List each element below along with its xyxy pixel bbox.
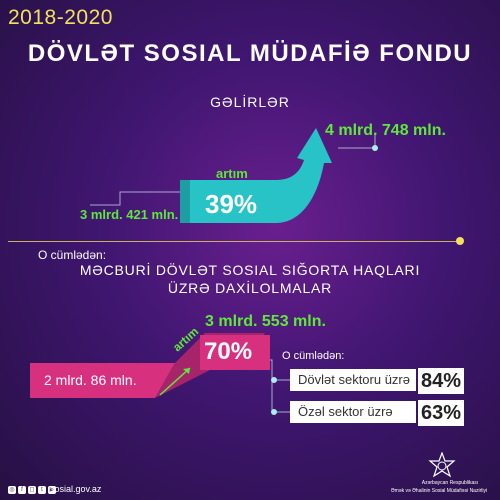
revenue-growth-pct: 39%: [205, 189, 258, 219]
section-subtitle: GƏLİRLƏR: [210, 94, 290, 110]
page-title: DÖVLƏT SOSIAL MÜDAFİƏ FONDU: [27, 40, 473, 67]
insurance-end-value: 3 mlrd. 553 mln.: [205, 313, 326, 330]
insurance-growth-pct: 70%: [204, 338, 253, 365]
end-dot: [372, 145, 378, 151]
website-link[interactable]: sosial.gov.az: [50, 484, 102, 494]
growth-arrow-shade: [180, 180, 190, 223]
ministry-name-line2: Əmək və Əhalinin Sosial Müdafiəsi Nazirl…: [390, 488, 488, 494]
insurance-top-band: [200, 335, 270, 370]
breakdown-item-pct: 63%: [418, 400, 464, 426]
insurance-arrow-head: [183, 368, 190, 374]
revenue-end-value: 4 mlrd. 748 mln.: [325, 122, 446, 139]
breakdown-item-label: Dövlət sektoru üzrə: [290, 369, 416, 391]
youtube-icon[interactable]: ▶: [48, 486, 56, 494]
growth-arrow: [180, 128, 332, 223]
breakdown-connector: [270, 359, 290, 413]
social-icons: ◎ f ◻ t ▶: [8, 486, 56, 494]
insurance-start-band: [30, 363, 175, 398]
ministry-emblem-icon: [428, 452, 456, 478]
section-divider: [8, 241, 460, 242]
insurance-title-line1: MƏCBURİ DÖVLƏT SOSIAL SIĞORTA HAQLARI: [79, 262, 421, 278]
insurance-start-value: 2 mlrd. 86 mln.: [44, 372, 137, 388]
insurance-title-line2: ÜZRƏ DAXİLOLMALAR: [167, 280, 333, 296]
twitter-icon[interactable]: t: [38, 486, 46, 494]
insurance-arrow-line: [159, 367, 191, 396]
breakdown-label: O cümlədən:: [282, 350, 345, 362]
breakdown-item-label: Özəl sektor üzrə: [290, 401, 416, 423]
divider-dot: [456, 237, 464, 245]
instagram-icon[interactable]: ◻: [28, 486, 36, 494]
breakdown-dot-2: [271, 409, 277, 415]
revenue-start-value: 3 mlrd. 421 mln.: [80, 207, 179, 222]
ministry-name-line1: Azərbaycan Respublikası: [421, 480, 479, 486]
revenue-growth-label: artım: [216, 166, 248, 181]
web-icon[interactable]: ◎: [8, 486, 16, 494]
breakdown-dot-1: [271, 377, 277, 383]
years-label: 2018-2020: [8, 6, 113, 29]
start-connector-line: [90, 191, 180, 206]
breakdown-item-pct: 84%: [418, 368, 464, 394]
facebook-icon[interactable]: f: [18, 486, 26, 494]
divider-label: O cümlədən:: [38, 248, 107, 262]
